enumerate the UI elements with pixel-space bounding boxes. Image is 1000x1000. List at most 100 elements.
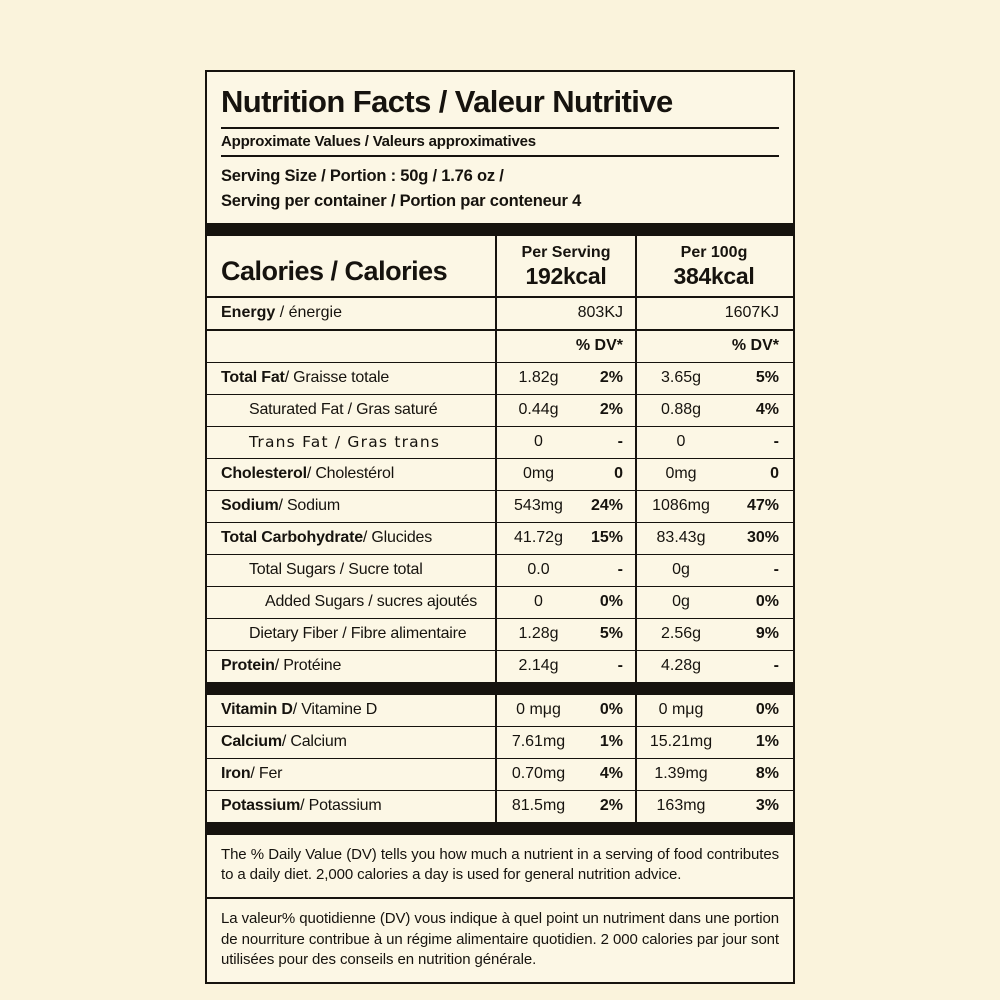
per-serving-amount: 0 bbox=[495, 426, 580, 458]
per-100g-dv: 0 bbox=[770, 465, 779, 482]
per-100g-amount: 2.56g bbox=[635, 618, 725, 650]
nutrient-row-total-sugars: Total Sugars / Sucre total 0.0 - 0g - bbox=[207, 553, 793, 586]
per-100g-dv: 5% bbox=[755, 369, 779, 386]
per-100g-amount: 0g bbox=[635, 586, 725, 618]
per-100g-dv: 4% bbox=[755, 401, 779, 418]
per-100g-calories: 384kcal bbox=[673, 262, 755, 289]
per-serving-amount: 2.14g bbox=[495, 650, 580, 682]
per-100g-dv: 1% bbox=[755, 733, 779, 750]
per-serving-amount: 543mg bbox=[495, 490, 580, 522]
per-serving-dv: 15% bbox=[590, 529, 623, 546]
nutrient-row-vitamin-d: Vitamin D / Vitamine D 0 mμg 0% 0 mμg 0% bbox=[207, 694, 793, 726]
energy-row: Energy / énergie 803KJ 1607KJ bbox=[207, 295, 793, 329]
per-serving-amount: 7.61mg bbox=[495, 726, 580, 758]
nutrient-name: Added Sugars / sucres ajoutés bbox=[265, 593, 478, 610]
nutrient-name: Iron / Fer bbox=[221, 765, 283, 782]
per-serving-dv: 5% bbox=[599, 625, 623, 642]
nutrient-name: Protein / Protéine bbox=[221, 657, 342, 674]
nutrient-row-potassium: Potassium / Potassium 81.5mg 2% 163mg 3% bbox=[207, 789, 793, 822]
footnote-fr: La valeur% quotidienne (DV) vous indique… bbox=[221, 909, 779, 969]
nutrient-name: Sodium / Sodium bbox=[221, 497, 341, 514]
per-serving-amount: 1.82g bbox=[495, 362, 580, 394]
per-100g-amount: 3.65g bbox=[635, 362, 725, 394]
per-100g-amount: 0 bbox=[635, 426, 725, 458]
dv-header-per-serving: % DV* bbox=[495, 330, 635, 362]
per-serving-amount: 41.72g bbox=[495, 522, 580, 554]
per-serving-column: Per Serving 192kcal bbox=[495, 235, 635, 296]
per-100g-column: Per 100g 384kcal bbox=[635, 235, 791, 296]
per-serving-amount: 0.70mg bbox=[495, 758, 580, 790]
nutrient-row-protein: Protein / Protéine 2.14g - 4.28g - bbox=[207, 649, 793, 682]
per-serving-calories: 192kcal bbox=[525, 262, 607, 289]
per-100g-header: Per 100g bbox=[680, 243, 748, 261]
calories-row: Calories / Calories Per Serving 192kcal … bbox=[207, 235, 793, 296]
separator-bar-bottom bbox=[207, 821, 793, 835]
nutrient-row-iron: Iron / Fer 0.70mg 4% 1.39mg 8% bbox=[207, 757, 793, 790]
per-serving-amount: 0.44g bbox=[495, 394, 580, 426]
nutrient-row-dietary-fiber: Dietary Fiber / Fibre alimentaire 1.28g … bbox=[207, 617, 793, 650]
per-serving-amount: 0.0 bbox=[495, 554, 580, 586]
per-100g-dv: 8% bbox=[755, 765, 779, 782]
per-100g-amount: 1086mg bbox=[635, 490, 725, 522]
per-100g-amount: 0.88g bbox=[635, 394, 725, 426]
nutrient-name: Cholesterol / Cholestérol bbox=[221, 465, 395, 482]
nutrient-name: Total Fat / Graisse totale bbox=[221, 369, 390, 386]
per-serving-amount: 0mg bbox=[495, 458, 580, 490]
label-subtitle: Approximate Values / Valeurs approximati… bbox=[221, 129, 779, 157]
per-100g-amount: 0mg bbox=[635, 458, 725, 490]
separator-bar-top bbox=[207, 222, 793, 236]
nutrient-row-saturated-fat: Saturated Fat / Gras saturé 0.44g 2% 0.8… bbox=[207, 393, 793, 426]
nutrient-row-sodium: Sodium / Sodium 543mg 24% 1086mg 47% bbox=[207, 489, 793, 522]
nutrient-name: Calcium / Calcium bbox=[221, 733, 347, 750]
nutrient-row-total-carbohydrate: Total Carbohydrate / Glucides 41.72g 15%… bbox=[207, 521, 793, 554]
per-100g-amount: 83.43g bbox=[635, 522, 725, 554]
per-100g-dv: 47% bbox=[746, 497, 779, 514]
serving-info: Serving Size / Portion : 50g / 1.76 oz /… bbox=[221, 157, 779, 223]
per-100g-dv: 0% bbox=[755, 701, 779, 718]
nutrition-label: Nutrition Facts / Valeur Nutritive Appro… bbox=[205, 70, 795, 984]
footnote-en: The % Daily Value (DV) tells you how muc… bbox=[221, 845, 779, 884]
per-serving-dv: - bbox=[617, 657, 623, 674]
per-serving-dv: - bbox=[617, 561, 623, 578]
nutrient-name: Total Carbohydrate / Glucides bbox=[221, 529, 433, 546]
nutrient-name: Trans Fat / Gras trans bbox=[249, 433, 441, 451]
nutrient-row-cholesterol: Cholesterol / Cholestérol 0mg 0 0mg 0 bbox=[207, 457, 793, 490]
separator-bar-middle bbox=[207, 681, 793, 695]
per-100g-dv: - bbox=[773, 657, 779, 674]
per-serving-amount: 0 mμg bbox=[495, 694, 580, 726]
per-100g-dv: 0% bbox=[755, 593, 779, 610]
per-serving-dv: 0 bbox=[614, 465, 623, 482]
per-100g-amount: 1.39mg bbox=[635, 758, 725, 790]
nutrient-name: Saturated Fat / Gras saturé bbox=[249, 401, 438, 418]
per-serving-dv: 0% bbox=[599, 701, 623, 718]
per-serving-amount: 0 bbox=[495, 586, 580, 618]
per-100g-amount: 0g bbox=[635, 554, 725, 586]
nutrient-row-total-fat: Total Fat / Graisse totale 1.82g 2% 3.65… bbox=[207, 361, 793, 394]
dv-header-row: % DV* % DV* bbox=[207, 328, 793, 362]
nutrient-row-added-sugars: Added Sugars / sucres ajoutés 0 0% 0g 0% bbox=[207, 585, 793, 618]
per-100g-amount: 4.28g bbox=[635, 650, 725, 682]
nutrient-name: Vitamin D / Vitamine D bbox=[221, 701, 378, 718]
footnote-divider bbox=[207, 896, 793, 899]
calories-label: Calories / Calories bbox=[221, 255, 448, 286]
per-serving-dv: - bbox=[617, 433, 623, 450]
per-100g-dv: 3% bbox=[755, 797, 779, 814]
label-header: Nutrition Facts / Valeur Nutritive Appro… bbox=[207, 72, 793, 223]
energy-per-100g: 1607KJ bbox=[635, 297, 791, 329]
dv-header-per-100g: % DV* bbox=[635, 330, 791, 362]
per-serving-header: Per Serving bbox=[521, 243, 611, 261]
per-serving-dv: 2% bbox=[599, 401, 623, 418]
energy-per-serving: 803KJ bbox=[495, 297, 635, 329]
per-100g-amount: 163mg bbox=[635, 790, 725, 822]
per-serving-dv: 0% bbox=[599, 593, 623, 610]
energy-label: Energy / énergie bbox=[221, 304, 342, 321]
per-serving-dv: 24% bbox=[590, 497, 623, 514]
nutrient-name: Potassium / Potassium bbox=[221, 797, 382, 814]
per-100g-dv: - bbox=[773, 433, 779, 450]
per-serving-amount: 1.28g bbox=[495, 618, 580, 650]
serving-size: Serving Size / Portion : 50g / 1.76 oz / bbox=[221, 167, 504, 185]
per-100g-dv: - bbox=[773, 561, 779, 578]
per-serving-dv: 1% bbox=[599, 733, 623, 750]
per-serving-dv: 4% bbox=[599, 765, 623, 782]
nutrient-row-calcium: Calcium / Calcium 7.61mg 1% 15.21mg 1% bbox=[207, 725, 793, 758]
